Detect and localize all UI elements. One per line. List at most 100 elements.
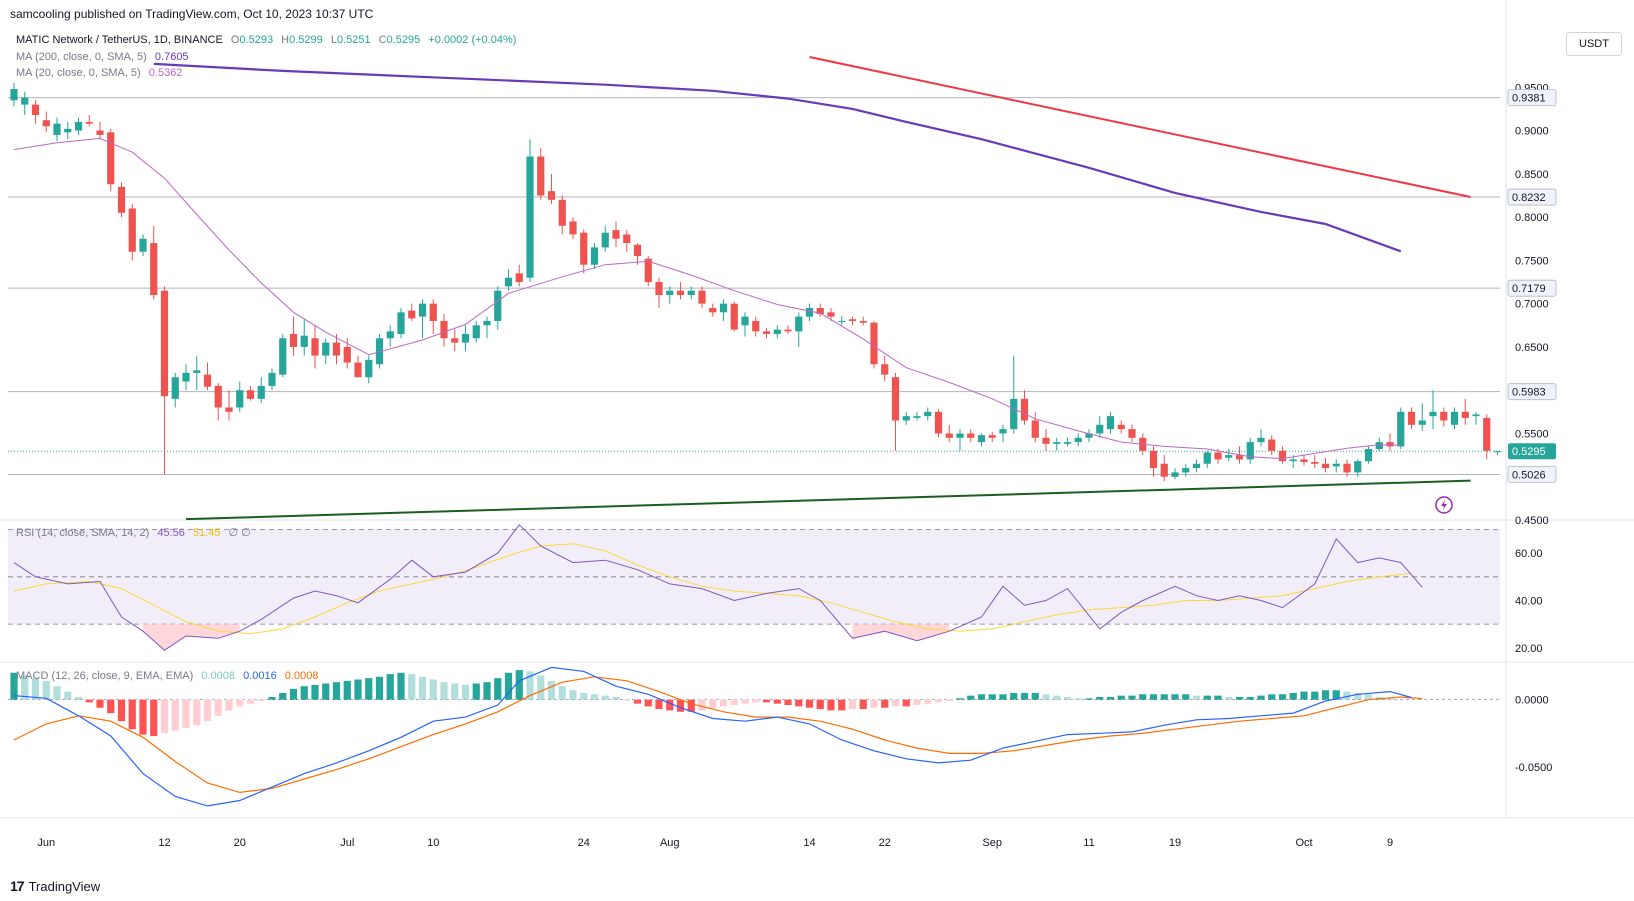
symbol-name[interactable]: MATIC Network / TetherUS, 1D, BINANCE [16,34,223,46]
candle-body [289,333,298,347]
rsi-tick-label: 40.00 [1515,595,1543,607]
rsi-ma-line [13,543,1412,635]
macd-histogram-bar [96,699,104,708]
candle-body [902,416,910,421]
macd-histogram-bar [795,699,803,707]
last-price-tag [1508,443,1556,460]
candle-body [838,320,846,322]
currency-button[interactable]: USDT [1566,32,1622,56]
candle-body [977,435,986,443]
macd-histogram-bar [182,699,190,728]
time-tick-label: 11 [1083,837,1094,849]
price-level-tag [1507,89,1557,107]
rsi-legend[interactable]: RSI (14, close, SMA, 14, 2) 45.56 51.45 … [16,526,256,539]
price-level-tag [1507,383,1557,401]
candle-body [773,329,781,334]
candle-body [343,346,351,363]
macd-histogram-bar [1354,692,1362,700]
candle-body [1106,416,1115,430]
candle-body [752,320,760,332]
candle-body [988,435,996,438]
candle-body [150,243,158,295]
macd-histogram-bar [1214,695,1222,700]
macd-histogram-bar [21,675,29,700]
resistance-trendline [809,56,1471,199]
macd-histogram-bar [311,684,319,700]
macd-histogram-bar [354,679,362,700]
candle-body [569,221,577,235]
candle-body [1278,450,1287,462]
ma20-value: 0.5362 [148,67,183,79]
macd-pane [8,666,1500,807]
price-tick-label: 0.7000 [1515,299,1549,311]
candle-body [1472,414,1480,417]
macd-histogram-bar [666,699,674,711]
candle-body [246,390,255,399]
candle-body [10,89,18,101]
macd-histogram-bar [332,682,341,700]
rsi-label[interactable]: RSI (14, close, SMA, 14, 2) [16,527,150,539]
candle-body [762,331,771,334]
time-tick-label: 19 [1169,837,1181,849]
macd-histogram-bar [1278,694,1287,700]
macd-label[interactable]: MACD (12, 26, close, 9, EMA, EMA) [16,670,194,682]
price-tick-label: 0.8500 [1515,169,1549,181]
tradingview-brand: TradingView [28,878,101,894]
macd-histogram-bar [1268,694,1276,700]
candle-body [1203,452,1211,464]
candle-body [203,374,212,387]
candle-body [526,156,534,278]
rsi-extra: ∅ ∅ [228,527,251,539]
candle-body [848,319,857,321]
candle-body [354,362,362,378]
macd-histogram-bar [967,695,975,700]
candle-body [1493,451,1502,453]
candle-body [1096,424,1104,434]
ma200-label[interactable]: MA (200, close, 0, SMA, 5) [16,51,147,63]
candle-body [1354,461,1362,473]
price-tick-label: 0.4500 [1515,515,1549,527]
candle-body [881,364,889,375]
macd-histogram-bar [1225,696,1233,700]
tradingview-footer[interactable]: 17 TradingView [10,878,100,894]
price-labels: 0.9381 0.8232 0.7179 0.5983 0.5026 0.5295 [1435,89,1557,514]
candle-body [257,385,265,399]
macd-histogram-bar [1235,696,1244,700]
ma20-legend[interactable]: MA (20, close, 0, SMA, 5) 0.5362 [16,67,187,79]
macd-histogram-bar [440,682,448,700]
indicator-lines [13,56,1471,521]
candle-body [397,312,405,334]
price-tick-label: 0.8000 [1515,212,1549,224]
candle-body [117,186,126,213]
symbol-legend[interactable]: MATIC Network / TetherUS, 1D, BINANCE O0… [16,34,521,46]
macd-histogram-bar [289,688,298,700]
candle-body [870,322,878,365]
candle-body [472,325,480,339]
macd-legend[interactable]: MACD (12, 26, close, 9, EMA, EMA) 0.0008… [16,670,323,682]
price-level-label: 0.7179 [1512,283,1546,295]
macd-histogram-bar [1321,690,1330,700]
candle-body [42,120,50,127]
candle-body [709,307,717,313]
candle-body [666,290,674,295]
candle-body [1235,455,1244,460]
candle-body [1375,442,1383,450]
candle-body [268,372,276,386]
macd-histogram-bar [365,678,373,700]
macd-tick-label: 0.0000 [1515,695,1549,707]
macd-histogram-bar [386,674,394,700]
candle-body [107,132,115,185]
candle-body [698,290,706,304]
macd-histogram-bar [590,694,599,700]
macd-histogram-bar [1042,694,1050,700]
candle-body [1268,439,1276,451]
macd-histogram-bar [429,679,437,700]
candle-body [461,333,470,343]
candle-body [408,310,416,319]
open-label: O [230,34,240,46]
macd-histogram-bar [300,686,308,700]
ma200-legend[interactable]: MA (200, close, 0, SMA, 5) 0.7605 [16,51,194,63]
ma20-label[interactable]: MA (20, close, 0, SMA, 5) [16,67,141,79]
macd-histogram-bar [881,699,889,708]
